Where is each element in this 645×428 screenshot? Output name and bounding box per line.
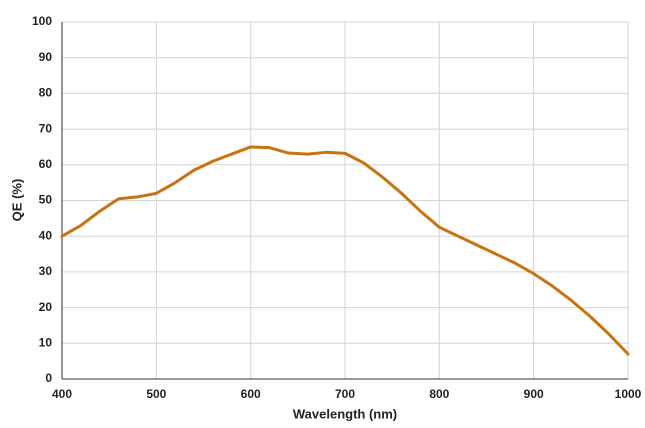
x-tick-label: 600: [241, 387, 261, 401]
y-tick-label: 90: [39, 50, 53, 64]
y-tick-label: 10: [39, 335, 53, 349]
y-tick-label: 50: [39, 193, 53, 207]
y-tick-label: 80: [39, 86, 53, 100]
x-tick-label: 900: [524, 387, 544, 401]
y-tick-label: 30: [39, 264, 53, 278]
y-tick-label: 0: [45, 371, 52, 385]
data-line: [60, 145, 630, 356]
x-axis-label: Wavelength (nm): [293, 406, 397, 421]
y-tick-label: 40: [39, 228, 53, 242]
x-tick-label: 1000: [615, 387, 642, 401]
y-tick-label: 70: [39, 121, 53, 135]
x-tick-label: 500: [146, 387, 166, 401]
y-tick-label: 100: [32, 14, 52, 28]
x-tick-label: 400: [52, 387, 72, 401]
y-tick-label: 20: [39, 300, 53, 314]
x-tick-label: 800: [429, 387, 449, 401]
y-tick-label: 60: [39, 157, 53, 171]
x-tick-label: 700: [335, 387, 355, 401]
y-axis-label: QE (%): [9, 179, 24, 222]
